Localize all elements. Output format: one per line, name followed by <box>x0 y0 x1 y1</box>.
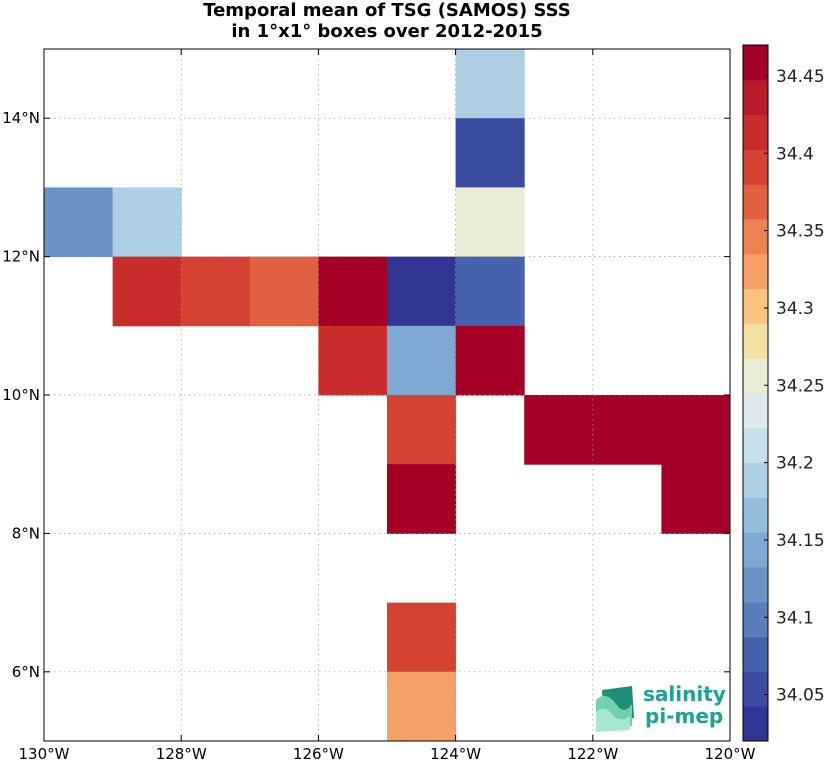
sss-cell <box>661 464 731 534</box>
y-tick-label: 8°N <box>12 524 40 542</box>
logo-emblem-icon <box>596 686 634 732</box>
sss-cell <box>455 325 525 396</box>
colorbar-frame <box>742 44 769 742</box>
sss-cell <box>318 325 388 396</box>
logo-text-salinity: salinity <box>643 682 726 706</box>
colorbar-swatch <box>743 358 768 394</box>
map-title-line-1: Temporal mean of TSG (SAMOS) SSS <box>203 0 571 21</box>
sss-cell <box>524 395 594 465</box>
sss-cell <box>318 256 388 327</box>
sss-cell <box>387 395 457 465</box>
colorbar-tick-label: 34.35 <box>776 222 825 242</box>
sss-cell <box>387 256 457 327</box>
colorbar-swatch <box>743 532 768 568</box>
y-tick-label: 6°N <box>12 663 40 681</box>
x-tick-label: 126°W <box>293 745 344 763</box>
x-tick-label: 122°W <box>567 745 618 763</box>
y-tick-label: 12°N <box>2 248 40 266</box>
colorbar-swatch <box>743 601 768 638</box>
sss-cell <box>249 256 319 327</box>
sss-cell <box>112 187 182 258</box>
colorbar-swatch <box>743 184 768 220</box>
colorbar-swatch <box>743 671 768 707</box>
colorbar-swatch <box>743 462 768 498</box>
colorbar-swatch <box>743 323 768 359</box>
sss-cell <box>387 325 457 396</box>
colorbar-swatch <box>743 79 768 116</box>
gridlines-layer <box>44 49 730 741</box>
x-tick-label: 124°W <box>430 745 481 763</box>
colorbar-swatch <box>743 567 768 603</box>
sss-cell <box>661 395 731 465</box>
x-tick-label: 128°W <box>156 745 207 763</box>
sss-cell <box>44 187 114 258</box>
map-title-line-2: in 1°x1° boxes over 2012-2015 <box>231 21 543 42</box>
colorbar-tick-label: 34.25 <box>776 376 825 396</box>
colorbar-swatch <box>743 253 768 290</box>
colorbar-swatch <box>743 45 768 81</box>
colorbar-tick-label: 34.15 <box>776 531 825 551</box>
colorbar-swatch <box>743 114 768 150</box>
sss-cell <box>592 395 662 465</box>
sss-cell <box>455 49 525 119</box>
sss-cell <box>455 256 525 327</box>
colorbar-swatch <box>743 149 768 185</box>
logo-text-pi-mep: pi-mep <box>645 704 723 728</box>
sss-cell <box>455 187 525 258</box>
colorbar-swatch <box>743 393 768 429</box>
colorbar-tick-label: 34.45 <box>776 67 825 87</box>
sss-cell <box>387 602 457 673</box>
colorbar-tick-label: 34.2 <box>776 454 814 474</box>
axis-ticks-layer: 130°W 128°W 126°W 124°W 122°W 120°W 6°N 8°N 10°N… <box>2 49 756 763</box>
colorbar-swatch <box>743 427 768 464</box>
salinity-pi-mep-logo: salinity pi-mep <box>596 682 726 732</box>
colorbar-tick-label: 34.4 <box>776 144 814 164</box>
colorbar-swatch <box>743 497 768 533</box>
colorbar-tick-label: 34.1 <box>776 608 814 628</box>
sss-cell <box>112 256 182 327</box>
colorbar-tick-label: 34.3 <box>776 299 814 319</box>
sss-cell <box>387 464 457 534</box>
colorbar: 34.05 34.1 34.15 34.2 34.25 34.3 34.35 34.4 34.4… <box>742 44 825 742</box>
colorbar-swatch <box>743 288 768 324</box>
sss-cells-layer <box>44 49 731 742</box>
colorbar-swatch <box>743 219 768 255</box>
y-tick-label: 14°N <box>2 109 40 127</box>
sss-cell <box>387 671 457 742</box>
colorbar-swatch <box>743 706 768 742</box>
colorbar-tick-label: 34.05 <box>776 686 825 706</box>
x-tick-label: 120°W <box>705 745 756 763</box>
colorbar-swatch <box>743 636 768 672</box>
sss-cell <box>181 256 251 327</box>
x-tick-label: 130°W <box>19 745 70 763</box>
sss-cell <box>455 118 525 188</box>
y-tick-label: 10°N <box>2 386 40 404</box>
